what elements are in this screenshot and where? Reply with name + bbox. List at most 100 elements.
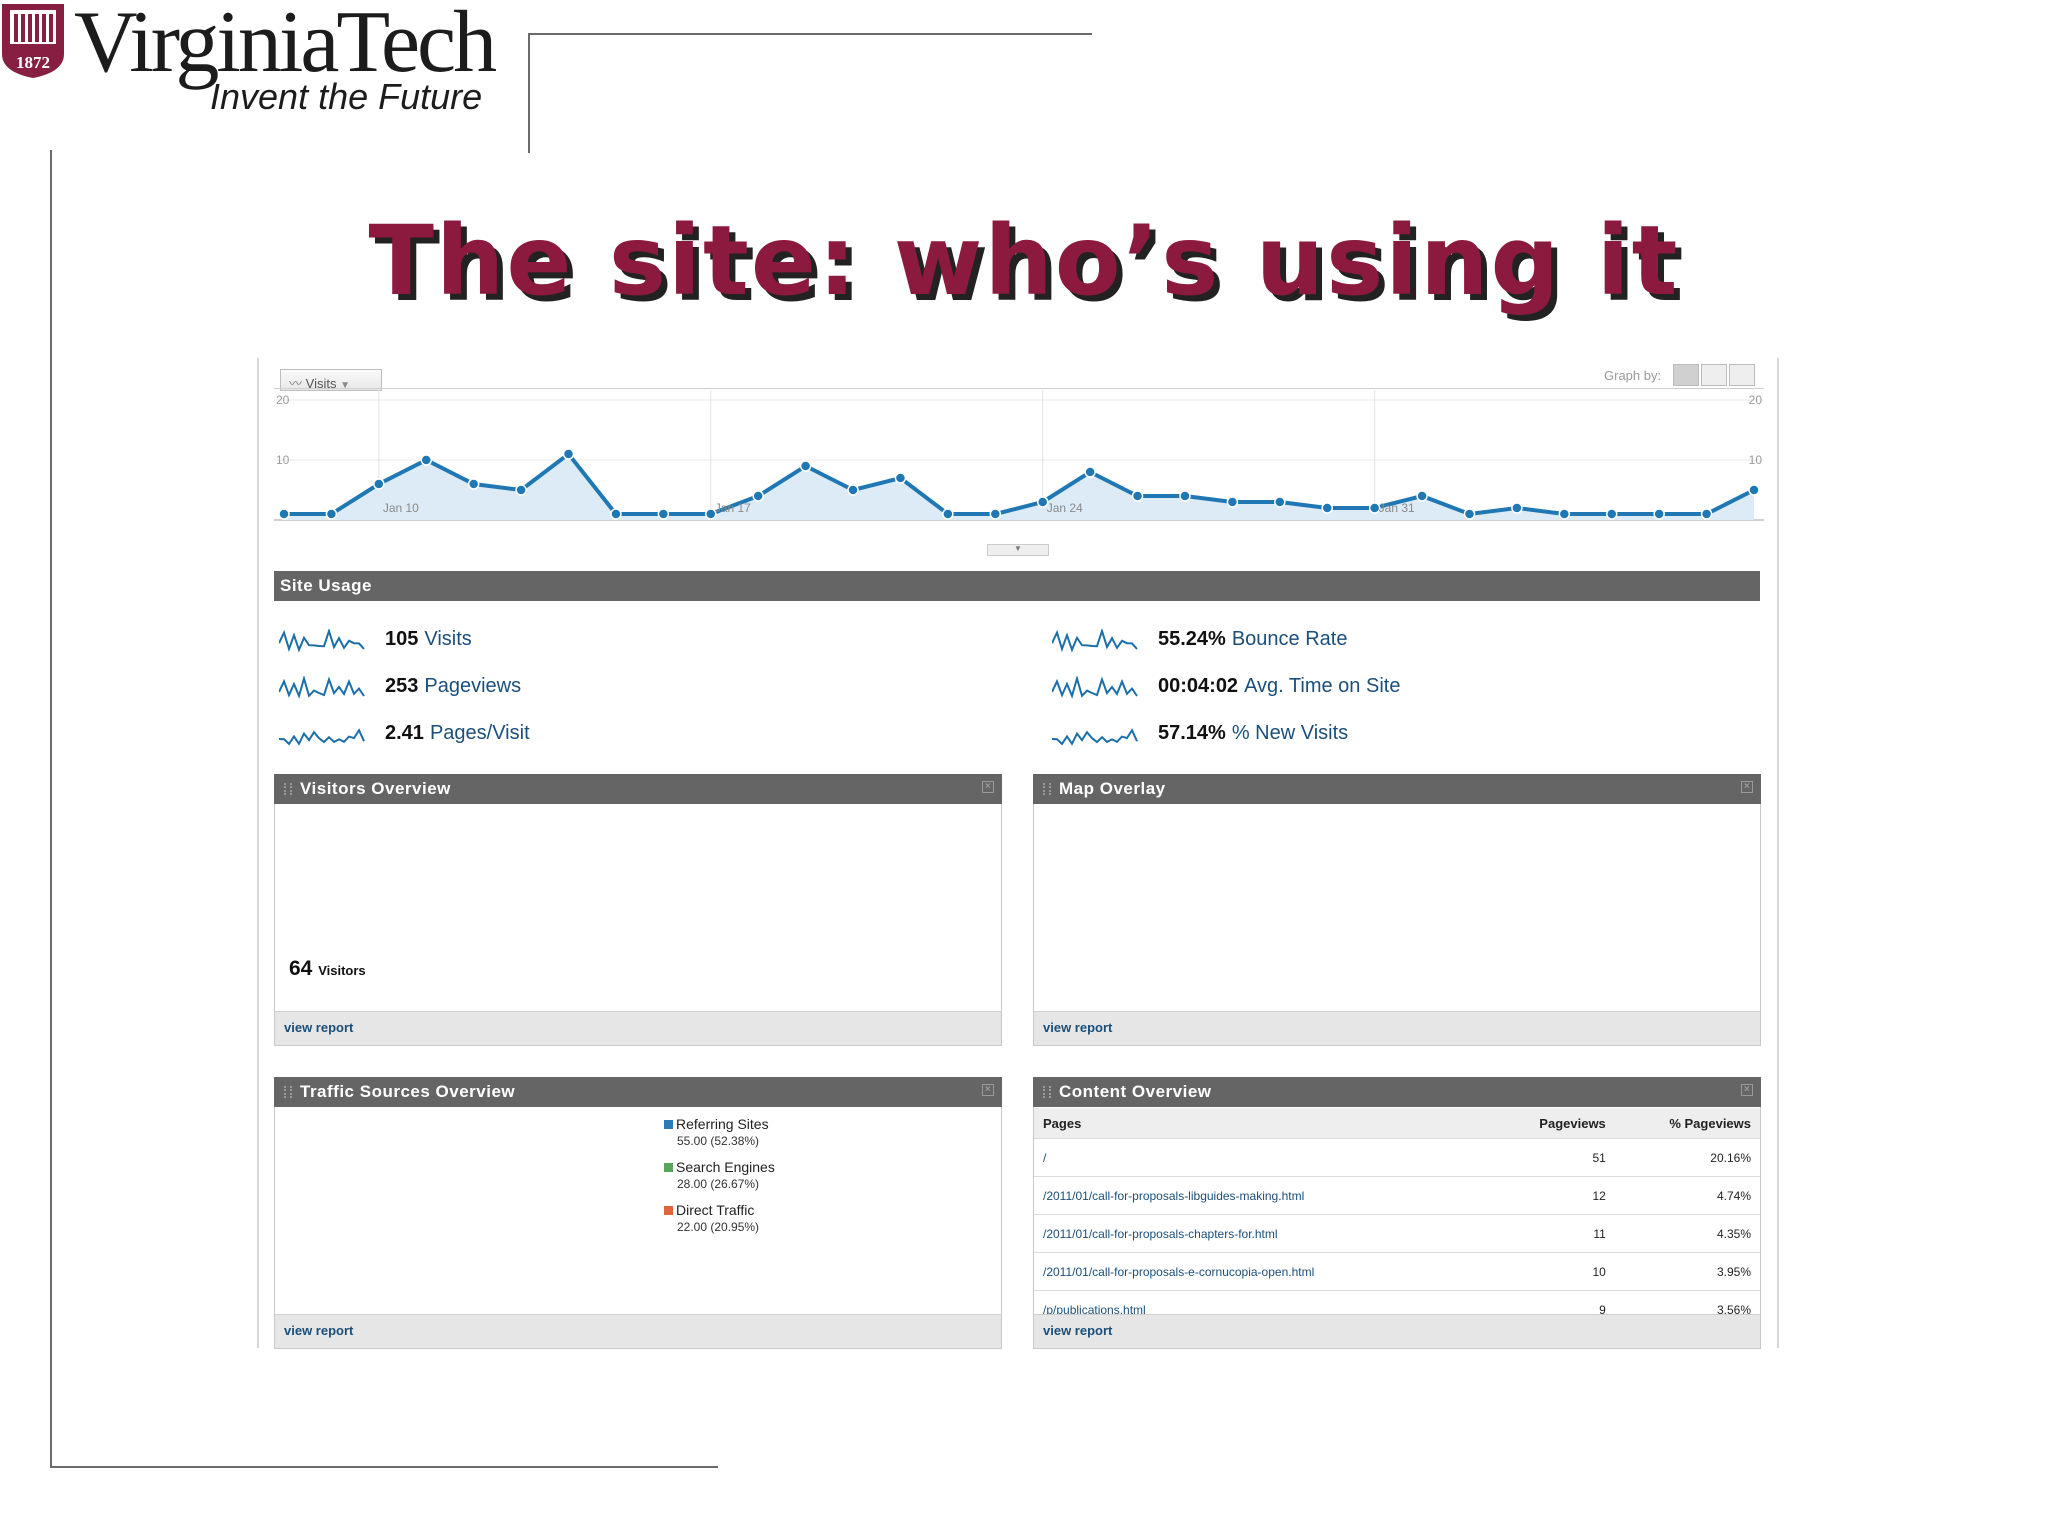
legend-item: Referring Sites 55.00 (52.38%) [664,1116,769,1148]
view-report-link[interactable]: view report [1034,1314,1760,1348]
visits-line [284,451,1755,517]
percent-pageviews-cell: 4.74% [1614,1176,1760,1215]
data-point[interactable] [373,478,385,490]
view-report-link[interactable]: view report [275,1314,1001,1348]
data-point[interactable] [610,508,622,520]
data-point[interactable] [515,484,527,496]
close-icon[interactable]: × [982,1084,994,1096]
page-path-cell[interactable]: / [1034,1138,1470,1177]
data-point[interactable] [1084,466,1096,478]
table-row[interactable]: /51 20.16% [1034,1138,1760,1177]
close-icon[interactable]: × [1741,781,1753,793]
map-overlay-panel: Map Overlay × view report [1033,774,1761,1046]
panel-header[interactable]: Traffic Sources Overview × [274,1077,1002,1107]
data-point[interactable] [1036,496,1049,508]
legend-swatch [664,1163,673,1172]
x-axis-label: Jan 31 [1379,501,1415,515]
data-point[interactable] [1511,502,1523,514]
metric-pageviews[interactable]: 253 Pageviews [385,675,521,698]
data-point[interactable] [1321,502,1333,514]
pageviews-cell: 11 [1469,1214,1615,1253]
data-point[interactable] [420,454,433,466]
page-path-cell[interactable]: /2011/01/call-for-proposals-chapters-for… [1034,1214,1470,1253]
y-tick-label: 20 [276,393,290,407]
data-point[interactable] [325,508,338,520]
data-point[interactable] [278,508,290,520]
data-point[interactable] [1748,484,1760,496]
data-point[interactable] [467,478,480,490]
panel-header[interactable]: Content Overview × [1033,1077,1761,1107]
data-point[interactable] [705,508,717,520]
y-tick-label: 10 [1749,453,1763,467]
close-icon[interactable]: × [982,781,994,793]
metric-new-visits[interactable]: 57.14%% New Visits [1158,722,1348,745]
close-icon[interactable]: × [1741,1084,1753,1096]
drag-handle-icon[interactable] [1043,783,1051,795]
data-point[interactable] [1131,490,1144,502]
data-point[interactable] [1416,490,1428,502]
panel-header[interactable]: Visitors Overview × [274,774,1002,804]
metric-bounce-rate[interactable]: 55.24% Bounce Rate [1158,628,1347,651]
data-point[interactable] [1274,496,1286,508]
graph-by-week-button[interactable] [1701,364,1727,386]
visitors-count: 64 Visitors [289,957,366,981]
data-point[interactable] [989,508,1002,520]
legend-value: 55.00 (52.38%) [677,1134,760,1148]
visits-points [278,448,1760,520]
logo-wordmark: VirginiaTech [74,0,497,91]
table-row[interactable]: /2011/01/call-for-proposals-chapters-for… [1034,1214,1760,1253]
data-point[interactable] [562,448,575,460]
data-point[interactable] [1368,502,1381,514]
metric-value: 2.41 [385,722,424,744]
data-point[interactable] [847,484,859,496]
graph-by-label: Graph by: [1604,368,1662,383]
sparkline-icon [1052,629,1138,653]
drag-handle-icon[interactable] [1043,1086,1051,1098]
data-point[interactable] [894,472,907,484]
page-path-cell[interactable]: /2011/01/call-for-proposals-libguides-ma… [1034,1176,1470,1215]
drag-handle-icon[interactable] [284,783,292,795]
view-report-link[interactable]: view report [1034,1011,1760,1045]
data-point[interactable] [1700,508,1713,520]
column-header-pages[interactable]: Pages [1034,1108,1470,1139]
view-report-link[interactable]: view report [275,1011,1001,1045]
legend-value: 28.00 (26.67%) [677,1177,760,1191]
frame-line-left [50,150,52,1468]
traffic-sources-panel: Traffic Sources Overview × Referring Site… [274,1077,1002,1349]
frame-line-bottom [50,1466,718,1468]
page-path-cell[interactable]: /2011/01/call-for-proposals-e-cornucopia… [1034,1252,1470,1291]
data-point[interactable] [1653,508,1665,520]
chart-tick-labels: 20 20 10 10 [276,393,1762,467]
data-point[interactable] [1226,496,1239,508]
metric-pages-visit[interactable]: 2.41 Pages/Visit [385,722,530,745]
data-point[interactable] [942,508,954,520]
data-point[interactable] [1179,490,1191,502]
data-point[interactable] [1558,508,1571,520]
drag-handle-icon[interactable] [284,1086,292,1098]
frame-line-vertical-short [528,33,530,153]
metric-label: Bounce Rate [1231,628,1348,650]
table-row[interactable]: /2011/01/call-for-proposals-e-cornucopia… [1034,1252,1760,1291]
data-point[interactable] [799,460,812,472]
panel-header[interactable]: Map Overlay × [1033,774,1761,804]
chart-resize-handle[interactable]: ▼ [987,544,1049,556]
table-row[interactable]: /2011/01/call-for-proposals-libguides-ma… [1034,1176,1760,1215]
graph-by-month-button[interactable] [1729,364,1755,386]
sparkline-icon [279,629,365,653]
column-header-percent-pageviews[interactable]: % Pageviews [1614,1108,1760,1139]
data-point[interactable] [1463,508,1476,520]
sparkline-icon [279,728,365,746]
content-table: Pages Pageviews % Pageviews /51 20.16%/20… [1034,1108,1760,1328]
metric-avg-time-on-site[interactable]: 00:04:02 Avg. Time on Site [1158,675,1400,698]
chart-x-labels: Jan 10 Jan 17 Jan 24 Jan 31 [383,501,1415,515]
column-header-pageviews[interactable]: Pageviews [1469,1108,1615,1139]
data-point[interactable] [752,490,764,502]
graph-by-day-button[interactable] [1673,364,1699,386]
visitors-count-label: Visitors [318,963,366,978]
x-axis-label: Jan 24 [1047,501,1083,515]
data-point[interactable] [1605,508,1618,520]
metric-visits[interactable]: 105 Visits [385,628,472,651]
visits-chart: 20 20 10 10 Jan 10 Jan 17 Jan 24 Jan 31 [274,388,1764,521]
percent-pageviews-cell: 3.95% [1614,1252,1760,1291]
data-point[interactable] [657,508,670,520]
